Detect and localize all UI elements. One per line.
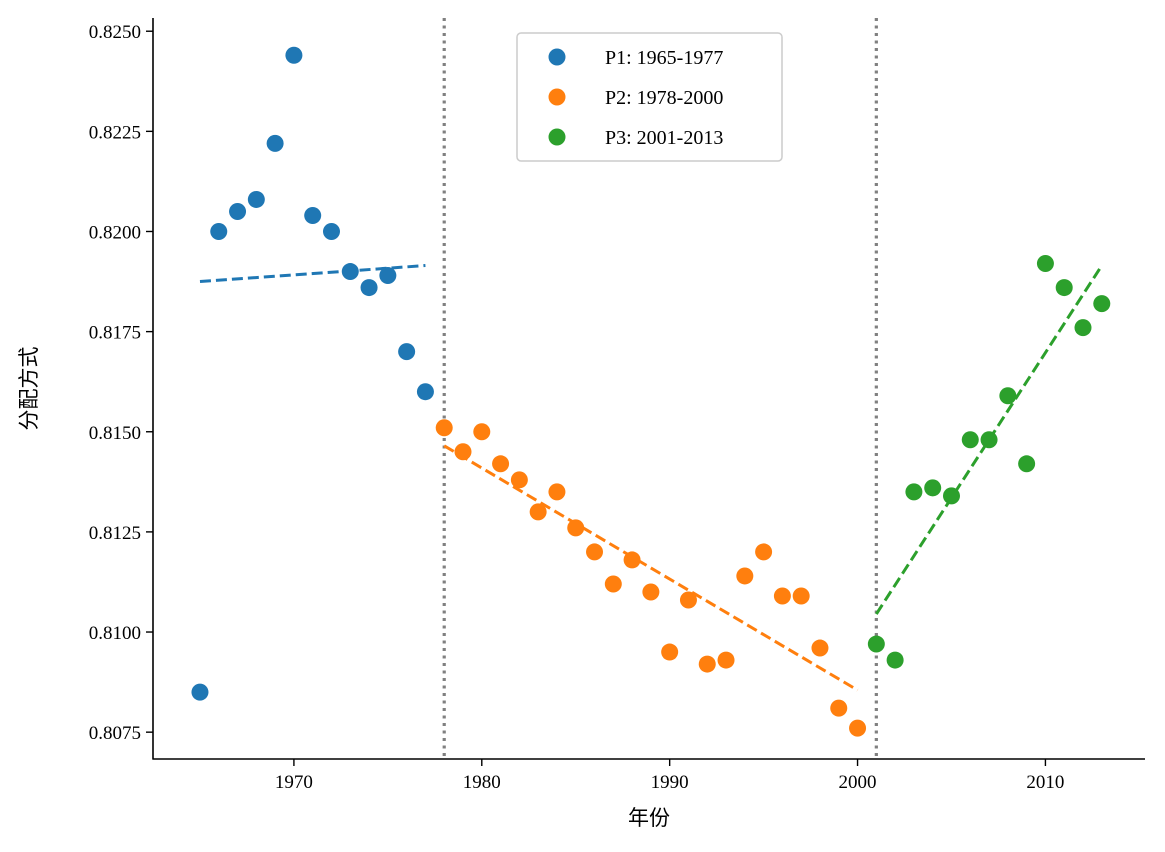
data-point	[792, 587, 810, 605]
legend-label: P1: 1965-1977	[605, 47, 723, 69]
y-tick-label: 0.8250	[89, 22, 141, 43]
data-point	[755, 543, 773, 561]
data-point	[266, 134, 284, 152]
data-point	[1018, 455, 1036, 473]
data-point	[980, 431, 998, 449]
legend-marker	[548, 88, 566, 106]
trend-line	[875, 264, 1104, 615]
data-point	[942, 487, 960, 505]
data-point	[304, 206, 322, 224]
legend-frame	[516, 32, 783, 162]
data-point	[379, 267, 397, 285]
data-point	[492, 455, 510, 473]
data-point	[698, 655, 716, 673]
data-point	[961, 431, 979, 449]
data-point	[1055, 279, 1073, 297]
y-tick-label: 0.8200	[89, 222, 141, 243]
data-point	[717, 651, 735, 669]
data-point	[548, 483, 566, 501]
data-point	[661, 643, 679, 661]
breakpoint-lines	[442, 18, 878, 759]
trend-line	[443, 444, 859, 692]
data-point	[510, 471, 528, 489]
y-tick-label: 0.8075	[89, 723, 141, 744]
data-point	[1036, 255, 1054, 273]
data-point	[247, 190, 265, 208]
x-tick-label: 1980	[463, 772, 501, 793]
data-point	[341, 263, 359, 281]
data-point	[849, 719, 867, 737]
data-point	[322, 222, 340, 240]
legend-label: P3: 2001-2013	[605, 127, 723, 149]
data-point	[999, 387, 1017, 405]
y-tick-label: 0.8150	[89, 423, 141, 444]
legend-marker	[548, 48, 566, 66]
data-point	[811, 639, 829, 657]
legend-marker	[548, 128, 566, 146]
data-points	[191, 46, 1111, 737]
y-axis-label: 分配方式	[17, 347, 41, 431]
legend-label: P2: 1978-2000	[605, 87, 723, 109]
data-point	[905, 483, 923, 501]
data-point	[416, 383, 434, 401]
trend-line	[199, 264, 426, 284]
data-point	[1074, 319, 1092, 337]
data-point	[642, 583, 660, 601]
data-point	[435, 419, 453, 437]
data-point	[473, 423, 491, 441]
data-point	[586, 543, 604, 561]
legend: P1: 1965-1977 P2: 1978-2000 P3: 2001-2013	[516, 32, 783, 162]
data-point	[924, 479, 942, 497]
x-tick-label: 1970	[275, 772, 313, 793]
data-point	[529, 503, 547, 521]
data-point	[454, 443, 472, 461]
y-tick-label: 0.8125	[89, 523, 141, 544]
data-point	[867, 635, 885, 653]
y-tick-label: 0.8225	[89, 122, 141, 143]
data-point	[773, 587, 791, 605]
data-point	[679, 591, 697, 609]
y-tick-label: 0.8175	[89, 323, 141, 344]
x-tick-label: 2010	[1026, 772, 1064, 793]
data-point	[886, 651, 904, 669]
data-point	[604, 575, 622, 593]
data-point	[567, 519, 585, 537]
x-axis-label: 年份	[628, 806, 670, 830]
x-tick-label: 2000	[839, 772, 877, 793]
data-point	[1093, 295, 1111, 313]
y-tick-label: 0.8100	[89, 623, 141, 644]
data-point	[191, 683, 209, 701]
data-point	[360, 279, 378, 297]
data-point	[285, 46, 303, 64]
data-point	[229, 202, 247, 220]
axes: 1970 1980 1990 2000 2010 0.8075 0.8100 0.8125 0.…	[89, 18, 1145, 793]
data-point	[623, 551, 641, 569]
trend-lines	[199, 264, 1104, 692]
x-tick-label: 1990	[651, 772, 689, 793]
data-point	[736, 567, 754, 585]
data-point	[398, 343, 416, 361]
data-point	[830, 699, 848, 717]
data-point	[210, 222, 228, 240]
